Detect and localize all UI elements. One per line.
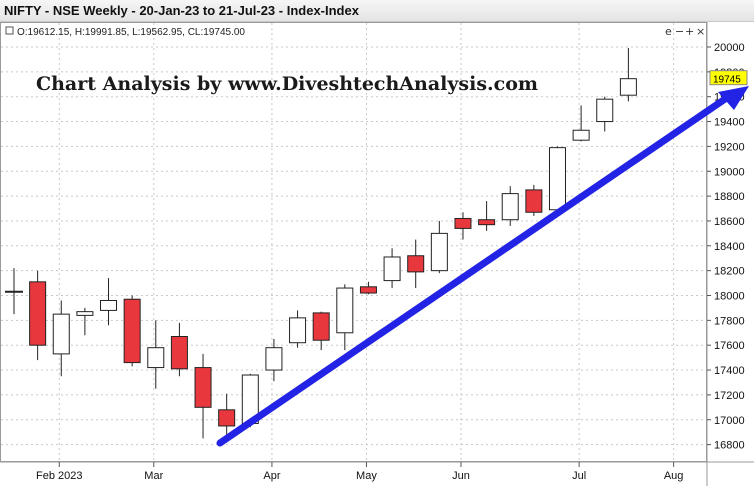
price-tick-label: 19400 [714,117,745,129]
candle [5,268,23,315]
candle-body [123,298,141,364]
time-tick-label: Aug [664,470,684,482]
candle [454,212,472,240]
price-tick-label: 19000 [714,166,745,178]
candle-body [29,281,47,346]
candle [52,300,70,377]
price-tick-label: 17800 [714,315,745,327]
candle [194,353,212,439]
candle-body [501,193,519,221]
time-tick-label: Jul [572,470,586,482]
candle-body [218,409,236,427]
candle [501,186,519,226]
time-tick-label: Apr [263,470,280,482]
candle [100,278,118,326]
candle-body [572,129,590,141]
candle-body [76,311,94,316]
candle-body [407,255,425,273]
price-tick-label: 19200 [714,141,745,153]
price-tick-label: 18000 [714,291,745,303]
price-tick-label: 17000 [714,415,745,427]
grid-layer [1,23,706,461]
candle-body [596,98,614,123]
candle-body [265,347,283,371]
candle [29,270,47,361]
candle [525,184,543,216]
candle-body [383,256,401,282]
candle [619,48,637,102]
candle-body [619,78,637,96]
ohlc-readout: O:19612.15, H:19991.85, L:19562.95, CL:1… [17,27,245,38]
candle [596,96,614,132]
candles-layer [5,48,637,441]
price-tick-label: 17400 [714,365,745,377]
zoom-out-button[interactable]: − [675,25,684,38]
candle [312,311,330,351]
time-tick-label: Jun [452,470,470,482]
candle [147,320,165,389]
candle [548,146,566,214]
candle-body [100,299,118,311]
candle [265,338,283,382]
candle [572,105,590,142]
candle [123,295,141,367]
candle [478,201,496,231]
time-tick-label: Mar [144,470,163,482]
price-tick-label: 18200 [714,266,745,278]
time-tick-label: May [356,470,377,482]
candle-body [478,219,496,226]
last-price-marker: 19745 [709,70,748,86]
edit-control-button[interactable]: e [665,25,672,38]
legend-swatch-icon [5,26,14,35]
price-tick-label: 17200 [714,390,745,402]
chart-title: NIFTY - NSE Weekly - 20-Jan-23 to 21-Jul… [4,3,359,18]
price-tick-label: 20000 [714,42,745,54]
price-tick-label: 18800 [714,191,745,203]
candle [430,220,448,274]
time-axis: Feb 2023 Mar Apr May Jun Jul Aug [36,462,683,482]
price-tick-label: 16800 [714,440,745,452]
candle [218,393,236,441]
price-tick-label: 17600 [714,340,745,352]
candle-body [170,336,188,370]
candle-body [548,147,566,211]
candle [170,322,188,377]
candle [383,248,401,289]
candle-body [359,286,377,294]
candle [336,284,354,351]
candle-body [289,317,307,344]
close-chart-button[interactable]: × [696,25,705,38]
candle-body [52,313,70,355]
candle [76,307,94,336]
price-axis: 16800 17000 17200 17400 17600 17800 18000 18200… [707,42,745,452]
chart-title-bar: NIFTY - NSE Weekly - 20-Jan-23 to 21-Jul… [0,0,754,22]
candle [359,281,377,295]
candle [407,239,425,289]
candle-body [430,232,448,272]
candle-body [147,347,165,369]
time-tick-label: Feb 2023 [36,470,82,482]
price-tick-label: 18600 [714,216,745,228]
last-price-label: 19745 [713,75,741,86]
candle-body [194,367,212,408]
candle [289,310,307,348]
watermark-text: Chart Analysis by www.DiveshtechAnalysis… [36,73,538,95]
candle-body [454,217,472,229]
price-tick-label: 18400 [714,241,745,253]
candle-body [525,189,543,213]
candle-body [336,287,354,334]
price-chart[interactable]: 16800 17000 17200 17400 17600 17800 18000 18200… [0,22,754,486]
trend-arrow-icon [216,86,749,447]
zoom-in-button[interactable]: + [685,25,694,38]
candle-body [312,312,330,341]
